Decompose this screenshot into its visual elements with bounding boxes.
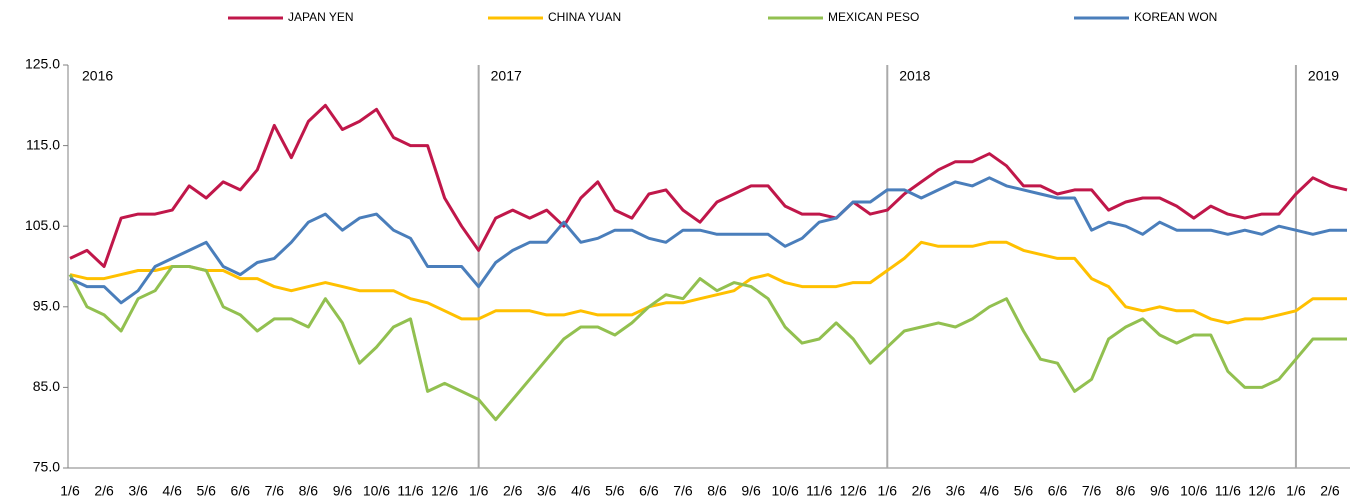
year-label: 2016: [82, 68, 113, 84]
x-tick-label: 8/6: [707, 483, 727, 499]
y-tick-label: 95.0: [33, 298, 60, 314]
x-tick-label: 10/6: [363, 483, 390, 499]
x-tick-label: 12/6: [840, 483, 867, 499]
x-tick-label: 7/6: [1082, 483, 1102, 499]
x-tick-label: 6/6: [639, 483, 659, 499]
x-tick-label: 12/6: [431, 483, 458, 499]
x-tick-label: 11/6: [806, 483, 832, 499]
series-line: [69, 176, 1347, 305]
x-tick-label: 1/6: [60, 483, 80, 499]
x-tick-label: 12/6: [1248, 483, 1275, 499]
y-tick-label: 115.0: [26, 136, 60, 152]
x-tick-label: 4/6: [571, 483, 591, 499]
x-tick-label: 8/6: [299, 483, 319, 499]
x-tick-label: 2/6: [912, 483, 932, 499]
x-tick-label: 10/6: [1180, 483, 1207, 499]
x-tick-label: 6/6: [231, 483, 251, 499]
y-tick-label: 85.0: [33, 378, 60, 394]
legend-label: MEXICAN PESO: [828, 10, 919, 24]
x-tick-label: 4/6: [162, 483, 182, 499]
legend-label: JAPAN YEN: [288, 10, 354, 24]
year-label: 2019: [1308, 68, 1339, 84]
x-tick-label: 9/6: [1150, 483, 1170, 499]
x-tick-label: 5/6: [1014, 483, 1034, 499]
x-tick-label: 2/6: [503, 483, 523, 499]
x-tick-label: 1/6: [878, 483, 898, 499]
year-label: 2017: [491, 68, 522, 84]
x-tick-label: 7/6: [673, 483, 693, 499]
x-tick-label: 3/6: [128, 483, 148, 499]
x-tick-label: 2/6: [94, 483, 114, 499]
legend-label: CHINA YUAN: [548, 10, 621, 24]
x-tick-label: 4/6: [980, 483, 1000, 499]
x-tick-label: 9/6: [741, 483, 761, 499]
y-tick-label: 125.0: [25, 56, 60, 72]
series-line: [69, 240, 1347, 325]
x-tick-label: 7/6: [265, 483, 285, 499]
x-tick-label: 2/6: [1320, 483, 1340, 499]
x-tick-label: 11/6: [397, 483, 423, 499]
series-line: [69, 103, 1348, 268]
x-tick-label: 5/6: [605, 483, 625, 499]
x-tick-label: 11/6: [1215, 483, 1241, 499]
x-tick-label: 10/6: [771, 483, 798, 499]
year-label: 2018: [899, 68, 930, 84]
y-tick-label: 105.0: [25, 217, 60, 233]
x-tick-label: 3/6: [946, 483, 966, 499]
x-tick-label: 1/6: [1286, 483, 1306, 499]
y-tick-label: 75.0: [33, 459, 60, 475]
series-line: [68, 265, 1347, 422]
x-tick-label: 5/6: [196, 483, 216, 499]
x-tick-label: 9/6: [333, 483, 353, 499]
x-tick-label: 1/6: [469, 483, 489, 499]
x-tick-label: 3/6: [537, 483, 557, 499]
x-tick-label: 6/6: [1048, 483, 1068, 499]
x-tick-label: 8/6: [1116, 483, 1136, 499]
legend-label: KOREAN WON: [1134, 10, 1217, 24]
